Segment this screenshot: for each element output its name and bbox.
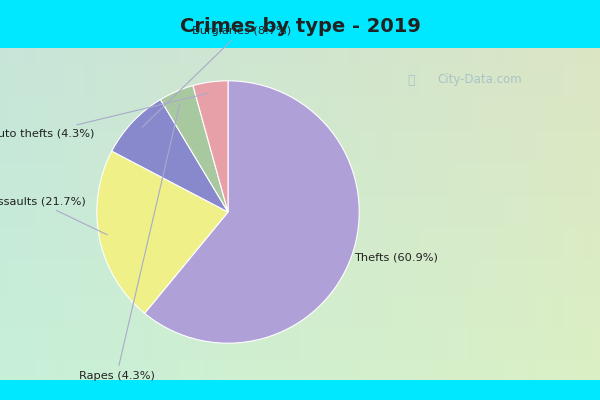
Text: ⓘ: ⓘ xyxy=(407,74,415,86)
Wedge shape xyxy=(145,81,359,343)
Wedge shape xyxy=(160,86,228,212)
Text: Assaults (21.7%): Assaults (21.7%) xyxy=(0,196,107,235)
Text: Thefts (60.9%): Thefts (60.9%) xyxy=(344,253,438,263)
Text: Auto thefts (4.3%): Auto thefts (4.3%) xyxy=(0,93,209,138)
Wedge shape xyxy=(112,100,228,212)
Text: Crimes by type - 2019: Crimes by type - 2019 xyxy=(179,17,421,36)
Wedge shape xyxy=(193,81,228,212)
Text: Rapes (4.3%): Rapes (4.3%) xyxy=(79,104,180,381)
Text: Burglaries (8.7%): Burglaries (8.7%) xyxy=(142,26,290,127)
Wedge shape xyxy=(97,151,228,313)
Text: City-Data.com: City-Data.com xyxy=(437,74,523,86)
